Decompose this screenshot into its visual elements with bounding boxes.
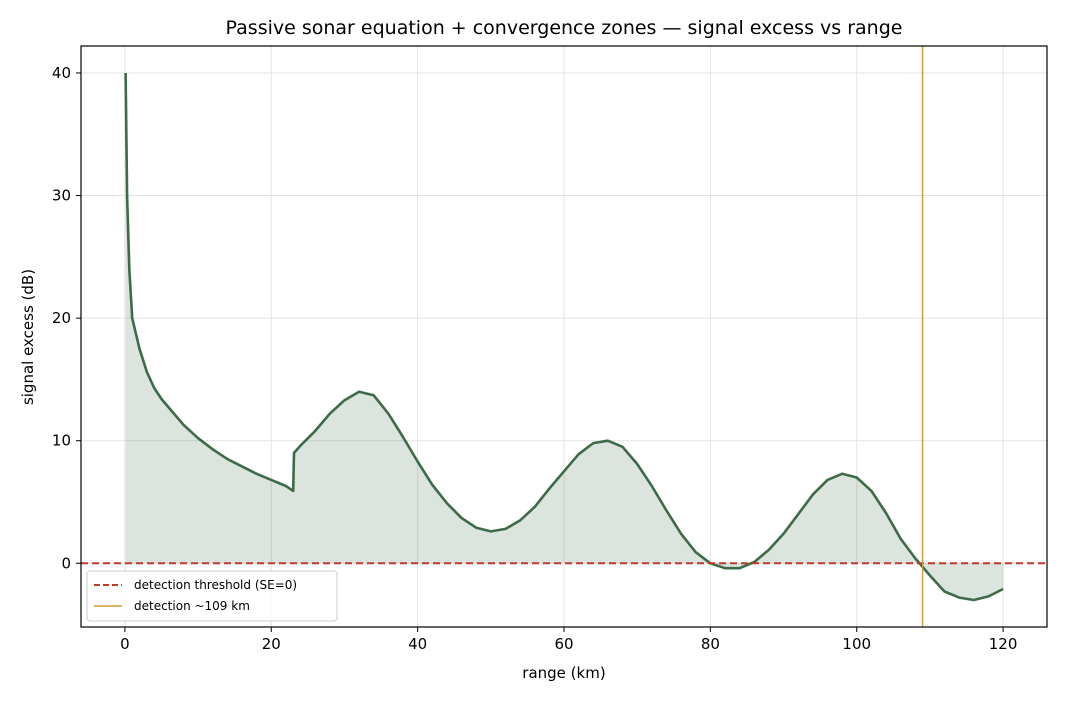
y-tick-label: 20 [52,309,71,327]
x-tick-label: 100 [842,635,871,653]
x-tick-label: 60 [554,635,573,653]
legend-threshold-label: detection threshold (SE=0) [134,578,297,592]
legend: detection threshold (SE=0) detection ~10… [86,570,338,622]
series-line-layer [124,72,1004,602]
x-tick-label: 80 [701,635,720,653]
area-fill-layer [125,73,1004,600]
series-area-fill [125,73,1004,600]
y-axis-label: signal excess (dB) [19,269,37,405]
x-axis-ticks: 0 20 40 60 80 100 120 [120,627,1017,653]
legend-detection-label: detection ~109 km [134,599,250,613]
reference-lines [81,46,1047,627]
legend-box [86,570,338,622]
x-tick-label: 0 [120,635,130,653]
x-axis-label: range (km) [522,664,605,682]
chart-title: Passive sonar equation + convergence zon… [226,17,903,39]
series-line [124,72,1004,602]
y-axis-ticks: 0 10 20 30 40 [52,64,81,572]
x-tick-label: 120 [989,635,1018,653]
y-tick-label: 10 [52,432,71,450]
x-tick-label: 20 [262,635,281,653]
y-tick-label: 40 [52,64,71,82]
y-tick-label: 0 [61,554,71,572]
x-tick-label: 40 [408,635,427,653]
y-tick-label: 30 [52,187,71,205]
